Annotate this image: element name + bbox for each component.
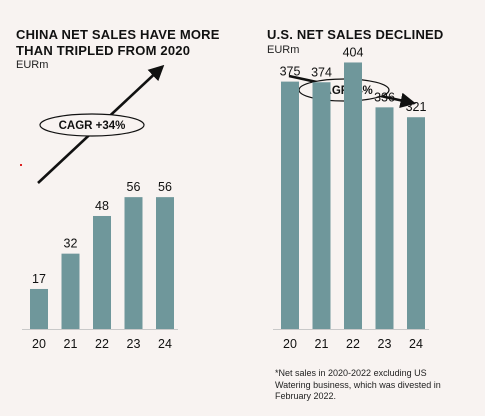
china-chart-panel: CHINA NET SALES HAVE MORE THAN TRIPLED F… [16,27,220,351]
china-chart-title: CHINA NET SALES HAVE MORE THAN TRIPLED F… [16,27,220,58]
red-dot-mark [20,164,22,166]
bar-22 [93,215,111,329]
category-label-23: 23 [378,337,392,351]
value-label-22: 404 [343,45,364,59]
bar-20 [30,288,48,329]
category-label-20: 20 [32,337,46,351]
value-label-23: 56 [127,180,141,194]
category-label-21: 21 [64,337,78,351]
category-label-24: 24 [409,337,423,351]
us-footnote: *Net sales in 2020-2022 excluding US Wat… [275,368,441,401]
bar-21 [61,253,80,329]
value-label-20: 17 [32,272,46,286]
value-label-24: 56 [158,180,172,194]
category-label-21: 21 [315,337,329,351]
value-label-20: 375 [280,65,301,79]
value-label-22: 48 [95,199,109,213]
category-label-22: 22 [95,337,109,351]
value-label-23: 336 [374,90,395,104]
us-chart-unit: EURm [267,44,300,56]
bar-24 [156,197,174,329]
category-label-22: 22 [346,337,360,351]
china-bar-chart: CAGR +34% 17 20 32 21 48 22 56 23 56 24 [22,64,178,351]
value-label-24: 321 [406,100,427,114]
cagr-pill [39,113,145,137]
value-label-21: 374 [311,65,332,79]
bar-23 [375,107,394,329]
us-chart-title: U.S. NET SALES DECLINED [267,27,444,42]
bar-20 [281,81,299,330]
category-label-20: 20 [283,337,297,351]
us-chart-panel: U.S. NET SALES DECLINED EURm CAGR -4% 375… [245,0,485,416]
value-label-21: 32 [64,237,78,251]
category-label-23: 23 [127,337,141,351]
bar-22 [344,62,362,329]
china-chart-unit: EURm [16,59,49,71]
bar-23 [124,197,143,329]
bar-21 [312,82,331,329]
cagr-label: CAGR +34% [59,120,126,132]
bar-24 [407,117,425,330]
category-label-24: 24 [158,337,172,351]
